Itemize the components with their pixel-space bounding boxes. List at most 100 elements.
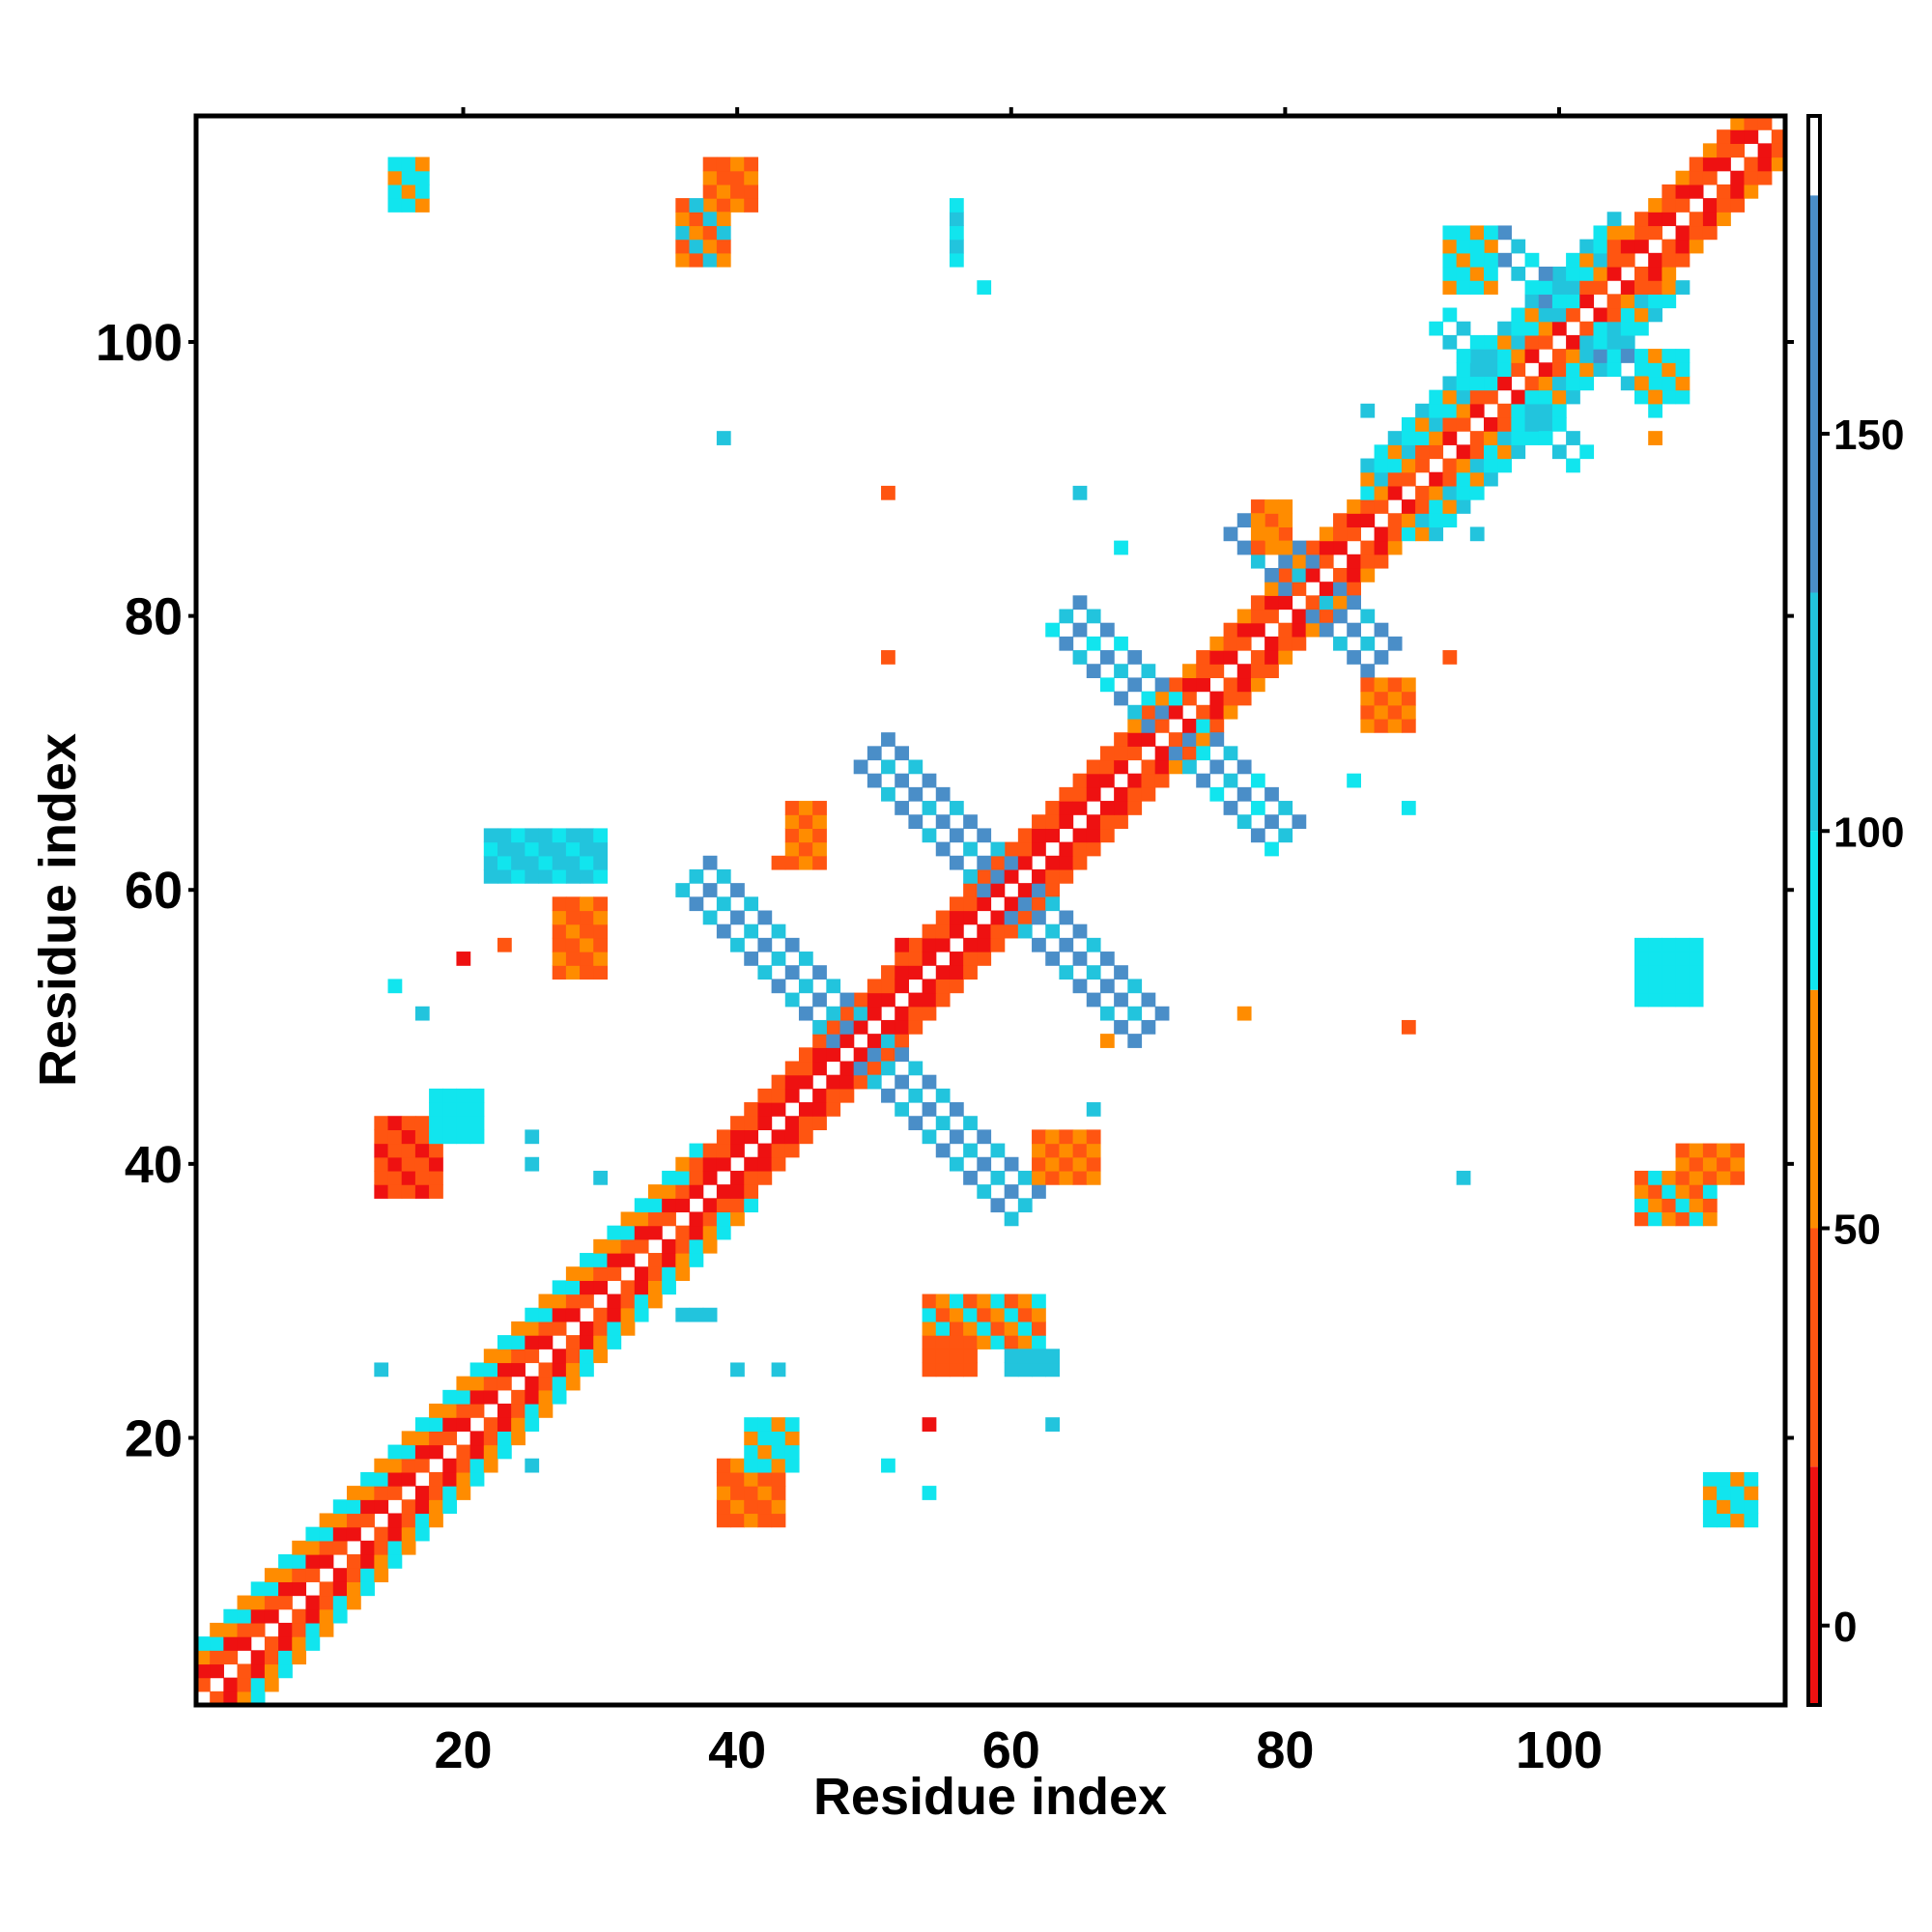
heatmap-cell [1551,376,1567,391]
heatmap-cell [1360,403,1376,418]
heatmap-cell [1223,773,1238,788]
heatmap-cell [1141,759,1156,775]
heatmap-cell [497,868,512,884]
heatmap-cell [922,801,937,815]
heatmap-cell [278,1554,293,1569]
heatmap-cell [1045,883,1060,897]
heatmap-cell [1415,485,1430,500]
heatmap-cell [1538,376,1553,391]
heatmap-cell [1771,156,1786,172]
heatmap-cell [1634,280,1649,295]
heatmap-cell [278,1622,293,1637]
heatmap-cell [1662,266,1677,281]
heatmap-cell [237,1636,252,1651]
heatmap-cell [1072,828,1088,843]
heatmap-cell [1072,1129,1088,1145]
heatmap-cell [374,1499,389,1515]
heatmap-cell [1196,677,1210,693]
heatmap-cell [1442,280,1458,295]
heatmap-cell [1593,225,1608,241]
heatmap-cell [250,1677,266,1692]
colorbar-band [1808,1466,1820,1705]
heatmap-cell [565,1349,581,1364]
heatmap-cell [1045,896,1060,912]
heatmap-cell [798,814,813,830]
heatmap-cell [853,1019,868,1035]
heatmap-cell [1566,431,1580,445]
heatmap-cell [744,1156,759,1172]
heatmap-cell [744,1198,759,1213]
heatmap-cell [1620,307,1635,323]
heatmap-cell [949,1321,964,1336]
heatmap-cell [784,1143,800,1158]
heatmap-cell [1717,143,1731,158]
heatmap-cell [1662,349,1677,363]
heatmap-cell [1702,198,1718,213]
heatmap-cell [826,1074,841,1090]
heatmap-cell [1086,814,1101,830]
heatmap-cell [798,801,813,815]
heatmap-cell [744,1486,759,1500]
heatmap-cell [1004,1211,1019,1227]
heatmap-cell [210,1622,224,1637]
y-tick-label: 60 [125,862,183,920]
heatmap-cell [675,239,691,254]
heatmap-cell [1551,280,1567,295]
heatmap-cell [716,1513,731,1528]
heatmap-cell [744,1458,759,1473]
heatmap-cell [538,1293,554,1309]
heatmap-cell [784,1444,800,1460]
heatmap-cell [1099,814,1115,830]
heatmap-cell [949,1129,964,1145]
heatmap-cell [1442,458,1458,473]
heatmap-cell [1004,1349,1019,1364]
heatmap-cell [798,828,813,843]
heatmap-cell [922,1349,937,1364]
heatmap-cell [401,1431,416,1446]
heatmap-cell [1333,609,1348,624]
heatmap-cell [264,1608,279,1624]
heatmap-cell [1072,650,1088,665]
heatmap-cell [593,952,609,966]
heatmap-cell [757,1088,773,1103]
heatmap-cell [1675,225,1690,241]
heatmap-cell [401,184,416,199]
heatmap-cell [1648,965,1662,980]
heatmap-cell [1620,376,1635,391]
heatmap-cell [949,896,964,912]
heatmap-cell [1566,294,1580,309]
heatmap-cell [1702,143,1718,158]
heatmap-cell [1717,1471,1731,1487]
heatmap-cell [867,773,882,788]
heatmap-cell [798,1061,813,1076]
heatmap-cell [1730,116,1746,130]
heatmap-cell [1524,349,1540,363]
heatmap-cell [497,855,512,870]
heatmap-cell [1675,376,1690,391]
heatmap-cell [1497,349,1512,363]
heatmap-cell [771,1458,786,1473]
heatmap-cell [414,1458,430,1473]
heatmap-cell [1648,403,1662,418]
heatmap-cell [1593,362,1608,378]
y-tick-label: 100 [96,314,183,372]
heatmap-cell [442,1088,458,1103]
heatmap-cell [935,841,951,857]
colorbar-band [1808,116,1820,196]
heatmap-cell [1456,389,1471,405]
heatmap-cell [414,170,430,185]
heatmap-cell [374,1129,389,1145]
heatmap-cell [620,1253,636,1267]
heatmap-cell [935,937,951,952]
heatmap-cell [908,992,923,1008]
heatmap-cell [1702,1513,1718,1528]
heatmap-cell [360,1486,375,1500]
heatmap-cell [278,1595,293,1610]
heatmap-cell [580,868,594,884]
heatmap-cell [1141,1019,1156,1035]
heatmap-cell [689,1225,704,1240]
heatmap-cell [1634,362,1649,378]
heatmap-cell [1278,540,1293,555]
heatmap-cell [702,1211,718,1227]
heatmap-cell [949,801,964,815]
